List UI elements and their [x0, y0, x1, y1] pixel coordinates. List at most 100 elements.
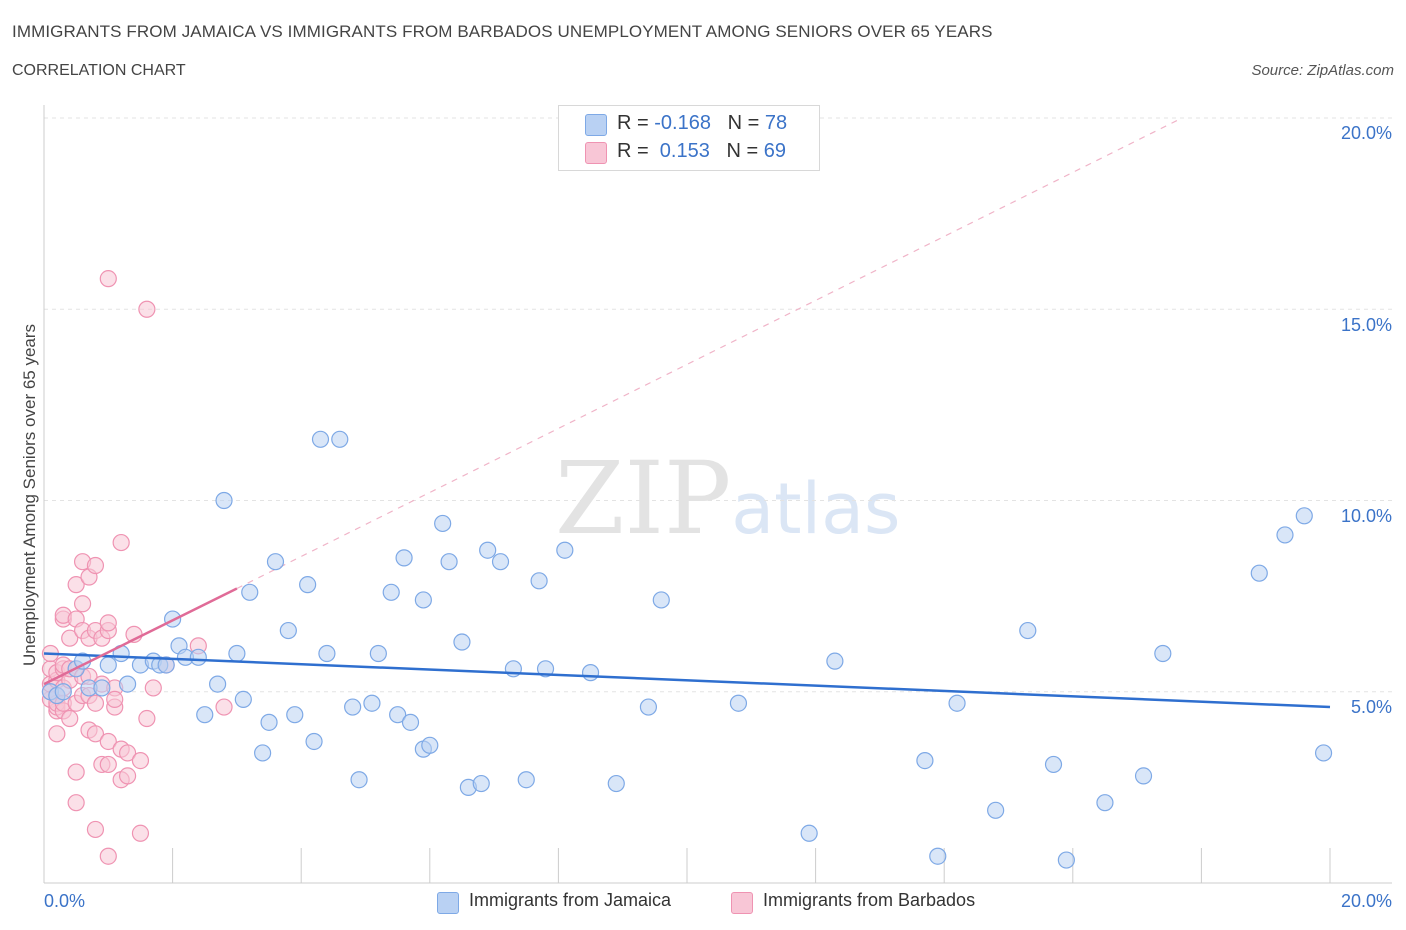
barbados-swatch [585, 142, 607, 164]
jamaica-point [1096, 794, 1114, 812]
jamaica-point [1134, 767, 1153, 785]
watermark-atlas: atlas [731, 468, 901, 550]
jamaica-point [729, 694, 748, 712]
jamaica-point [517, 771, 535, 789]
barbados-point [215, 698, 233, 716]
jamaica-point [652, 591, 670, 609]
jamaica-point [581, 664, 600, 682]
jamaica-point [305, 732, 323, 751]
jamaica-point [228, 644, 246, 663]
jamaica-point [530, 572, 548, 590]
jamaica-point [948, 694, 966, 712]
jamaica-point [350, 771, 368, 789]
chart-subtitle: CORRELATION CHART [12, 62, 186, 79]
jamaica-point [929, 847, 947, 865]
watermark-zip: ZIP [555, 440, 732, 557]
jamaica-point [401, 713, 420, 731]
jamaica-point [196, 706, 214, 724]
jamaica-point [189, 648, 207, 666]
barbados-legend-swatch [731, 892, 753, 914]
barbados-n-value: 69 [763, 140, 787, 162]
barbados-point [144, 679, 162, 697]
barbados-point [86, 556, 105, 575]
barbados-point [67, 794, 85, 812]
y-tick-label-10: 10.0% [1340, 506, 1392, 526]
y-tick-label-5: 5.0% [1350, 697, 1392, 717]
chart-title: IMMIGRANTS FROM JAMAICA VS IMMIGRANTS FR… [12, 22, 993, 41]
jamaica-point [491, 553, 510, 571]
jamaica-point [1044, 755, 1063, 774]
barbados-point [99, 614, 117, 632]
jamaica-point [453, 633, 471, 651]
jamaica-point [331, 430, 349, 448]
barbados-point [86, 694, 105, 712]
barbados-stats: R = 0.153 N = 69 [617, 140, 786, 163]
barbados-n-label: N = [726, 140, 764, 162]
jamaica-point [800, 824, 818, 842]
barbados-trend-line [43, 587, 238, 686]
jamaica-stats: R = -0.168 N = 78 [617, 112, 787, 135]
jamaica-point [286, 706, 304, 724]
barbados-r-value: 0.153 [654, 140, 710, 162]
jamaica-point [1250, 564, 1268, 582]
jamaica-point [209, 675, 227, 693]
barbados-point [61, 629, 79, 647]
jamaica-point [472, 774, 490, 793]
jamaica-point [434, 514, 452, 533]
barbados-point [67, 576, 85, 594]
jamaica-point [54, 683, 72, 701]
jamaica-legend-swatch [437, 892, 459, 914]
barbados-point [106, 690, 124, 709]
jamaica-point [556, 541, 574, 559]
barbados-point [67, 763, 85, 781]
jamaica-point [916, 751, 934, 770]
barbados-legend-label: Immigrants from Barbados [763, 890, 976, 910]
barbados-point [61, 709, 79, 728]
jamaica-point [363, 694, 381, 712]
jamaica-point [344, 698, 362, 716]
jamaica-point [1276, 526, 1294, 544]
jamaica-point [1154, 644, 1172, 663]
barbados-point [118, 767, 137, 785]
jamaica-point [389, 706, 407, 724]
jamaica-point [215, 491, 233, 510]
jamaica-trend-line [43, 652, 1331, 709]
jamaica-legend-label: Immigrants from Jamaica [469, 890, 672, 910]
jamaica-point [639, 698, 658, 716]
y-axis-label: Unemployment Among Seniors over 65 years [20, 323, 39, 667]
barbados-point [131, 751, 150, 770]
jamaica-point [279, 621, 297, 640]
jamaica-point [93, 679, 111, 697]
jamaica-n-label: N = [727, 112, 765, 134]
jamaica-r-label: R = [617, 112, 655, 134]
y-tick-label-15: 15.0% [1340, 315, 1392, 335]
jamaica-point [395, 549, 413, 567]
jamaica-point [440, 553, 458, 571]
barbados-point [99, 847, 117, 865]
barbados-trend-extension [236, 117, 1183, 590]
jamaica-point [241, 583, 259, 601]
jamaica-point [421, 736, 439, 754]
jamaica-point [157, 656, 175, 674]
source-credit: Source: ZipAtlas.com [1251, 62, 1394, 79]
barbados-point [131, 824, 150, 842]
jamaica-point [318, 644, 336, 663]
barbados-point [118, 744, 137, 762]
jamaica-n-value: 78 [764, 112, 788, 134]
barbados-point [99, 270, 117, 288]
jamaica-point [311, 430, 330, 448]
jamaica-point [369, 644, 387, 663]
jamaica-point [1019, 621, 1037, 640]
jamaica-point [1295, 507, 1313, 525]
jamaica-point [1314, 744, 1333, 762]
jamaica-point [987, 801, 1005, 819]
y-tick-label-20: 20.0% [1340, 123, 1392, 143]
jamaica-r-value: -0.168 [654, 112, 711, 134]
jamaica-point [260, 713, 278, 731]
barbados-r-label: R = [617, 140, 655, 162]
stats-legend: R = -0.168 N = 78 R = 0.153 N = 69 [558, 105, 820, 171]
barbados-point [73, 595, 92, 613]
x-tick-label-max: 20.0% [1340, 891, 1392, 911]
jamaica-point [536, 660, 555, 678]
